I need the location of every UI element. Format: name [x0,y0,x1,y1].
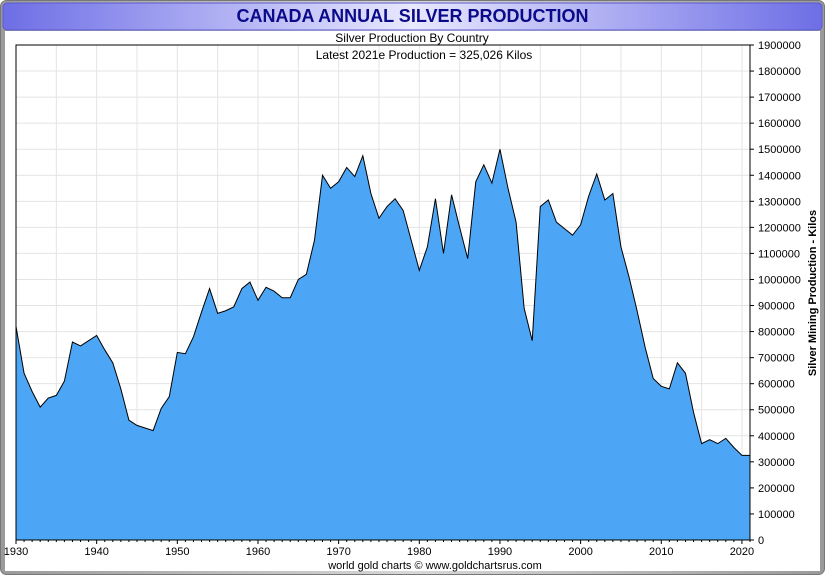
y-tick-label: 1200000 [758,222,801,234]
y-tick-label: 1500000 [758,144,801,156]
x-axis-ticks: 1930 1940 1950 1960 1970 1980 1990 2000 2010 2020 [4,540,754,558]
chart-credit: world gold charts © www.goldchartsrus.co… [327,560,542,572]
x-tick-label: 2020 [730,546,754,558]
x-tick-label: 1950 [165,546,189,558]
x-tick-label: 1940 [84,546,108,558]
y-tick-label: 200000 [758,483,795,495]
chart-title: CANADA ANNUAL SILVER PRODUCTION [236,6,588,26]
y-tick-label: 0 [758,535,764,547]
production-line [15,149,750,456]
y-axis-ticks: 0 100000 200000 300000 400000 500000 600000 700… [750,40,801,547]
x-tick-label: 1990 [488,546,512,558]
y-tick-label: 100000 [758,509,795,521]
latest-production-annotation: Latest 2021e Production = 325,026 Kilos [316,48,533,62]
y-tick-label: 1000000 [758,274,801,286]
y-tick-label: 400000 [758,431,795,443]
y-axis-label: Silver Mining Production - Kilos [807,210,819,376]
y-tick-label: 1900000 [758,40,801,52]
x-tick-label: 1960 [246,546,270,558]
y-tick-label: 500000 [758,405,795,417]
y-tick-label: 600000 [758,379,795,391]
y-tick-label: 1800000 [758,66,801,78]
chart-subtitle: Silver Production By Country [335,31,488,45]
title-bar [2,2,823,31]
y-tick-label: 900000 [758,301,795,313]
x-tick-label: 2000 [568,546,592,558]
y-tick-label: 1600000 [758,118,801,130]
x-tick-label: 1970 [326,546,350,558]
x-tick-label: 1930 [4,546,28,558]
area-layer [15,149,750,540]
y-tick-label: 1300000 [758,196,801,208]
y-tick-label: 1400000 [758,170,801,182]
production-area [16,149,750,540]
x-tick-label: 1980 [407,546,431,558]
x-tick-label: 2010 [649,546,673,558]
y-tick-label: 1700000 [758,92,801,104]
y-tick-label: 800000 [758,327,795,339]
plot-border [15,44,751,541]
y-tick-label: 1100000 [758,248,800,260]
y-tick-label: 700000 [758,353,795,365]
y-tick-label: 300000 [758,457,795,469]
